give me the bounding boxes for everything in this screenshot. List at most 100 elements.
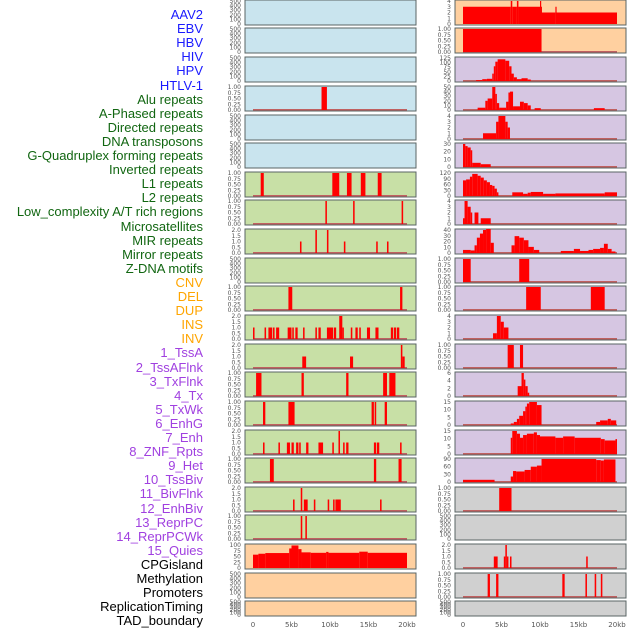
y-tick-label: 1.00	[228, 170, 242, 177]
y-tick-label: 0.0	[231, 451, 241, 458]
track-panel: 0.000.250.500.751.00	[438, 256, 627, 286]
data-bar	[467, 147, 471, 167]
data-bar	[519, 259, 530, 282]
y-tick-label: 500	[440, 513, 452, 520]
track-label: L1 repeats	[141, 176, 203, 192]
y-tick-label: 0.25	[228, 101, 242, 108]
data-bar	[479, 233, 484, 253]
y-tick-label: 1.5	[231, 319, 241, 326]
y-tick-label: 100	[230, 609, 242, 616]
y-tick-label: 300	[230, 265, 242, 272]
data-bar	[512, 431, 517, 454]
y-tick-label: 300	[230, 122, 242, 129]
data-bar	[529, 402, 537, 425]
data-bar	[556, 12, 617, 24]
y-tick-label: 0.75	[438, 348, 452, 355]
track-label: 9_Het	[168, 458, 203, 474]
panel-background	[244, 572, 417, 599]
data-bar	[480, 218, 491, 224]
y-tick-label: 50	[233, 554, 241, 561]
y-tick-label: 0	[447, 193, 451, 200]
data-bar	[463, 6, 511, 24]
y-tick-label: 5	[447, 414, 451, 421]
y-tick-label: 0.75	[228, 376, 242, 383]
track-panel: 0.000.250.500.751.00	[228, 84, 417, 114]
data-bar	[516, 418, 520, 425]
track-panel: 0.000.250.500.751.00	[228, 456, 417, 486]
panel-background	[244, 285, 417, 312]
data-bar	[510, 437, 513, 454]
data-bar	[477, 175, 481, 196]
y-tick-label: 300	[230, 64, 242, 71]
data-bar	[534, 108, 541, 110]
y-tick-label: 1.00	[438, 485, 452, 492]
track-label: DUP	[175, 303, 203, 319]
data-bar	[510, 476, 514, 482]
track-label: 7_Enh	[165, 430, 203, 445]
track-label: 2_TssAFlnk	[135, 359, 203, 375]
baseline	[253, 453, 407, 455]
y-tick-label: 100	[230, 44, 242, 51]
data-bar	[360, 173, 366, 196]
data-bar	[600, 439, 605, 454]
data-bar	[611, 251, 616, 253]
data-bar	[494, 188, 497, 196]
data-bar	[269, 459, 274, 482]
data-bar	[253, 554, 259, 568]
track-label: Promoters	[143, 585, 203, 601]
y-tick-label: 125	[440, 55, 452, 62]
baseline	[463, 138, 617, 140]
data-bar	[472, 162, 481, 167]
data-bar	[386, 241, 389, 253]
y-tick-label: 200	[230, 69, 242, 76]
panel-background	[454, 85, 627, 112]
y-tick-label: 10	[443, 102, 451, 109]
data-bar	[483, 133, 497, 139]
track-panel: 0.000.250.500.751.00	[228, 399, 417, 429]
y-tick-label: 1.00	[438, 26, 452, 33]
y-tick-label: 0.00	[438, 365, 452, 372]
baseline	[253, 424, 407, 426]
data-bar	[333, 499, 335, 511]
y-tick-label: 0	[447, 336, 451, 343]
data-bar	[463, 144, 466, 167]
y-tick-label: 0.75	[228, 290, 242, 297]
y-tick-label: 200	[230, 127, 242, 134]
data-bar	[555, 6, 557, 24]
data-bar	[526, 433, 534, 454]
data-bar	[371, 402, 374, 425]
data-bar	[346, 173, 352, 196]
y-tick-label: 90	[443, 456, 451, 463]
data-bar	[496, 192, 499, 196]
y-tick-label: 0.0	[441, 565, 451, 572]
y-tick-label: 500	[230, 26, 242, 33]
track-label: 1_TssA	[160, 345, 203, 361]
data-bar	[495, 61, 498, 81]
data-bar	[384, 402, 387, 425]
data-bar	[359, 551, 368, 568]
data-bar	[465, 146, 468, 167]
data-bar	[593, 108, 605, 110]
data-bar	[540, 436, 556, 454]
y-tick-label: 0	[237, 594, 241, 601]
baseline	[463, 80, 617, 82]
track-panel: 0.000.250.500.751.00	[438, 342, 627, 372]
data-bar	[374, 402, 377, 425]
y-tick-label: 2	[447, 385, 451, 392]
y-tick-label: 2.0	[231, 428, 241, 435]
data-bar	[342, 327, 344, 339]
track-panel: 0.000.250.500.751.00	[438, 284, 627, 314]
data-bar	[390, 327, 394, 339]
y-tick-label: 0.75	[228, 462, 242, 469]
data-bar	[463, 249, 471, 253]
data-bar	[487, 98, 493, 110]
y-tick-label: 0	[447, 422, 451, 429]
y-tick-label: 60	[443, 182, 451, 189]
track-label: 15_Quies	[147, 542, 203, 558]
data-bar	[326, 551, 329, 568]
